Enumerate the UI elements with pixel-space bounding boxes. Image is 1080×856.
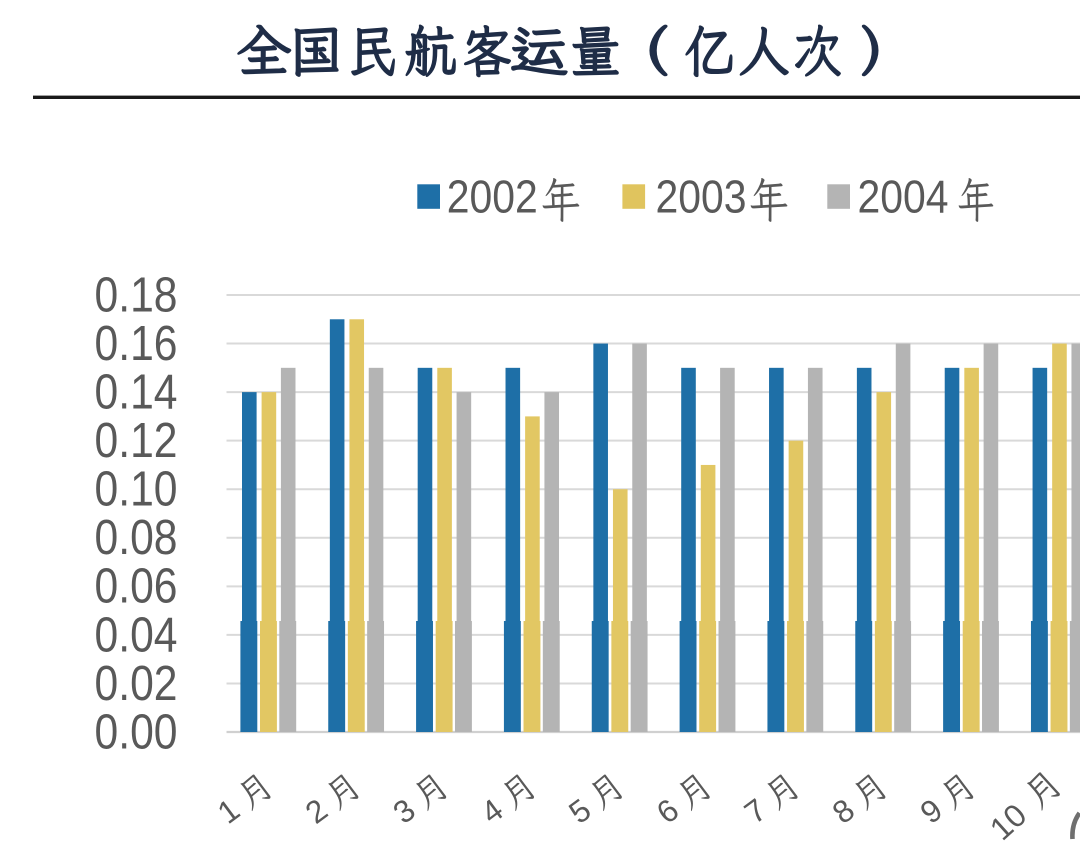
- svg-text:0.12: 0.12: [95, 414, 178, 468]
- svg-text:0.04: 0.04: [95, 608, 178, 662]
- svg-text:0.02: 0.02: [95, 657, 178, 711]
- svg-text:0.16: 0.16: [95, 317, 178, 371]
- svg-text:0.08: 0.08: [95, 511, 178, 565]
- svg-text:0.14: 0.14: [95, 366, 178, 420]
- svg-text:0.18: 0.18: [95, 268, 178, 322]
- svg-text:2002: 2002: [447, 171, 538, 223]
- svg-text:2003: 2003: [656, 171, 747, 223]
- svg-text:0.00: 0.00: [95, 705, 178, 759]
- svg-text:0.06: 0.06: [95, 560, 178, 614]
- svg-text:0.10: 0.10: [95, 463, 178, 517]
- svg-text:2004: 2004: [858, 171, 949, 223]
